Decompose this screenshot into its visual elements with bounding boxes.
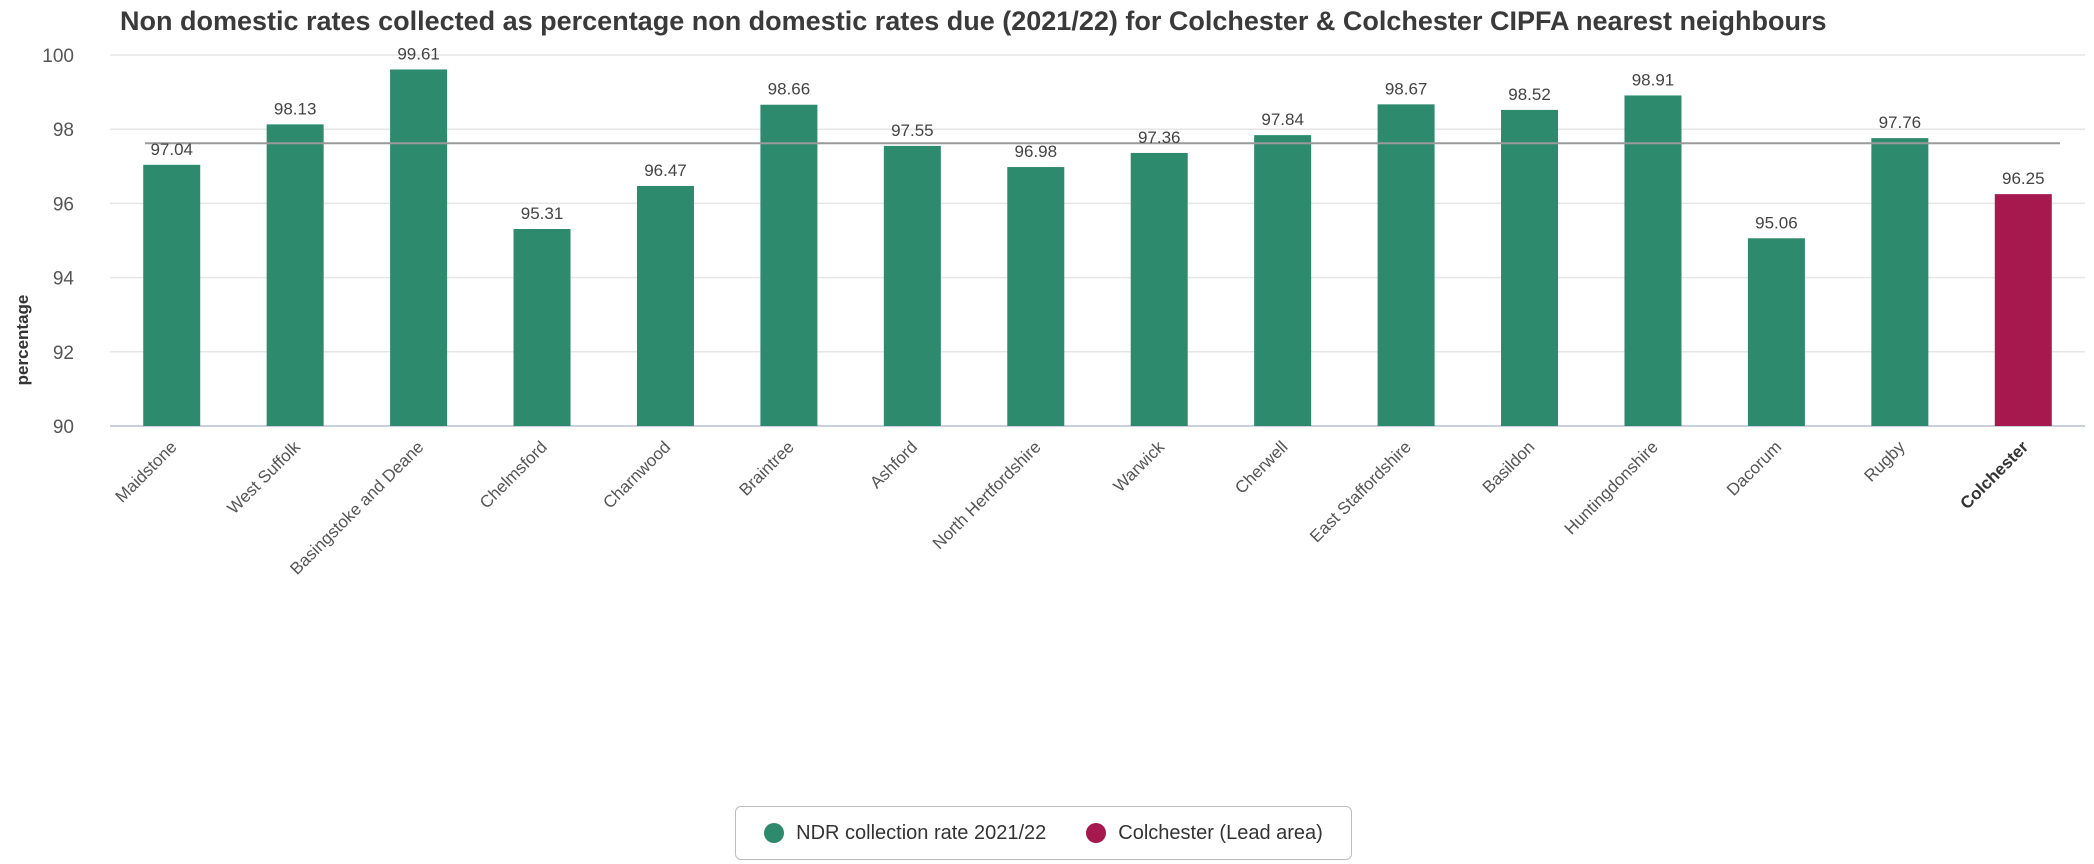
x-tick-label: Ashford <box>866 437 921 492</box>
data-label: 98.52 <box>1508 85 1551 104</box>
chart-title: Non domestic rates collected as percenta… <box>120 6 1827 36</box>
x-tick-label: Colchester <box>1957 437 2033 513</box>
data-label: 97.84 <box>1261 110 1304 129</box>
bar[interactable] <box>1254 135 1312 427</box>
y-tick-label: 98 <box>53 120 74 141</box>
x-tick-label: Charnwood <box>599 437 674 512</box>
y-tick-label: 92 <box>53 343 74 364</box>
y-tick-label: 100 <box>42 46 74 67</box>
x-tick-label: Dacorum <box>1723 437 1785 499</box>
bar[interactable] <box>1007 167 1065 427</box>
legend-item-lead-area[interactable]: Colchester (Lead area) <box>1086 822 1323 845</box>
data-label: 98.13 <box>274 99 317 118</box>
y-tick-label: 90 <box>53 417 74 438</box>
data-label: 97.55 <box>891 121 934 140</box>
legend-marker-icon <box>764 823 785 843</box>
data-label: 96.98 <box>1015 142 1058 161</box>
data-label: 96.25 <box>2002 169 2045 188</box>
x-tick-label: Chelmsford <box>476 437 551 512</box>
bar[interactable] <box>1871 138 1929 426</box>
legend-marker-icon <box>1086 823 1107 843</box>
y-tick-label: 96 <box>53 194 74 215</box>
bar[interactable] <box>1377 104 1435 426</box>
bar[interactable] <box>1624 95 1682 427</box>
y-tick-label: 94 <box>53 269 75 290</box>
data-label: 97.76 <box>1879 113 1922 132</box>
x-tick-label: Huntingdonshire <box>1561 437 1662 538</box>
bar[interactable] <box>1747 238 1805 426</box>
bar[interactable] <box>390 69 448 427</box>
data-label: 99.61 <box>397 44 440 63</box>
data-label: 96.47 <box>644 161 687 180</box>
x-tick-label: Maidstone <box>112 437 181 506</box>
data-label: 97.04 <box>150 140 193 159</box>
x-tick-label: Warwick <box>1110 437 1169 496</box>
legend-label: NDR collection rate 2021/22 <box>796 821 1047 844</box>
bar[interactable] <box>636 185 694 426</box>
bar[interactable] <box>513 228 571 426</box>
x-tick-label: Basingstoke and Deane <box>286 437 427 578</box>
x-tick-label: Rugby <box>1860 437 1909 486</box>
data-label: 98.67 <box>1385 79 1428 98</box>
x-tick-label: Basildon <box>1479 437 1539 497</box>
x-tick-label: Cherwell <box>1231 437 1291 497</box>
data-label: 98.66 <box>768 80 811 99</box>
bar[interactable] <box>143 164 201 427</box>
legend-item-ndr[interactable]: NDR collection rate 2021/22 <box>764 822 1046 845</box>
bar[interactable] <box>1501 109 1559 427</box>
x-tick-label: West Suffolk <box>224 437 305 518</box>
x-tick-label: Braintree <box>736 437 798 499</box>
bar[interactable] <box>266 124 324 426</box>
bars-layer <box>143 69 2052 427</box>
bar[interactable] <box>883 145 941 426</box>
x-tick-label: North Hertfordshire <box>929 437 1045 553</box>
bar[interactable] <box>1130 152 1188 426</box>
data-label: 97.36 <box>1138 128 1181 147</box>
bar[interactable] <box>760 104 818 427</box>
x-tick-label: East Staffordshire <box>1306 437 1415 546</box>
data-label: 98.91 <box>1632 70 1675 89</box>
legend-label: Colchester (Lead area) <box>1118 821 1323 844</box>
data-label: 95.31 <box>521 204 564 223</box>
chart-legend: NDR collection rate 2021/22 Colchester (… <box>735 806 1352 860</box>
data-label: 95.06 <box>1755 213 1798 232</box>
y-axis-label: percentage <box>13 295 32 386</box>
bar[interactable] <box>1994 194 2052 426</box>
